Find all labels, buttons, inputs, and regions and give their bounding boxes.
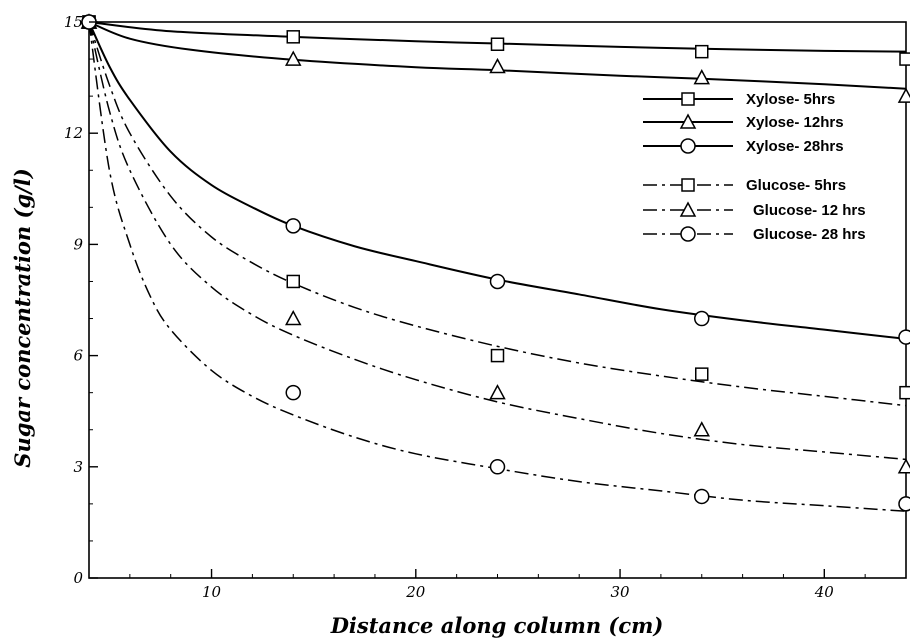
legend-item: Glucose- 5hrs <box>643 177 846 194</box>
legend: Xylose- 5hrs Xylose- 12hrs Xylose- 28hrs Gl… <box>643 91 866 243</box>
legend-item: Xylose- 28hrs <box>643 138 844 155</box>
data-point-5-3 <box>489 384 506 400</box>
data-point-5-5 <box>897 458 910 474</box>
legend-label: Glucose- 28 hrs <box>753 226 866 243</box>
axes: 10 20 30 40 0 3 6 9 12 15 <box>64 13 907 601</box>
series-line-6 <box>88 21 907 513</box>
series-line-4 <box>88 21 907 407</box>
legend-marker <box>681 178 695 192</box>
series-line-3 <box>88 21 907 340</box>
data-point-6-3 <box>489 459 506 475</box>
series-line-2 <box>88 21 907 90</box>
legend-label: Glucose- 12 hrs <box>753 202 866 219</box>
legend-marker <box>679 201 697 217</box>
data-point-3-2 <box>285 218 301 234</box>
data-point-6-5 <box>898 496 910 512</box>
legend-label: Xylose- 12hrs <box>746 114 844 131</box>
legend-label: Xylose- 28hrs <box>746 138 844 155</box>
data-point-3-4 <box>694 310 710 327</box>
y-tick-label: 15 <box>64 13 83 31</box>
data-point-4-4 <box>695 367 709 381</box>
y-axis-title: Sugar concentration (g/l) <box>10 168 35 467</box>
data-point-2-4 <box>693 69 711 85</box>
data-point-4-3 <box>490 348 505 363</box>
legend-marker <box>680 226 696 242</box>
data-point-2-3 <box>489 57 506 74</box>
series-line-5 <box>88 21 907 461</box>
data-point-1-5 <box>899 52 910 66</box>
data-point-6-2 <box>285 384 301 401</box>
data-point-6-4 <box>694 488 710 505</box>
x-tick-label: 30 <box>611 583 631 601</box>
y-tick-label: 6 <box>73 347 83 365</box>
x-axis-title: Distance along column (cm) <box>330 613 664 638</box>
x-tick-label: 10 <box>202 583 222 601</box>
series-curves <box>88 21 907 513</box>
legend-item: Glucose- 12 hrs <box>643 201 866 219</box>
legend-marker <box>680 138 696 154</box>
y-tick-label: 0 <box>73 569 83 587</box>
y-tick-label: 12 <box>64 124 83 142</box>
data-point-5-4 <box>693 421 711 437</box>
legend-marker <box>679 113 697 129</box>
legend-item: Glucose- 28 hrs <box>643 226 866 243</box>
data-point-1-4 <box>695 44 709 59</box>
data-point-4-5 <box>899 385 910 400</box>
legend-item: Xylose- 5hrs <box>643 91 835 108</box>
data-point-1-3 <box>490 37 505 51</box>
data-point-4-2 <box>286 274 300 289</box>
y-tick-label: 9 <box>73 235 83 253</box>
x-tick-label: 40 <box>814 583 835 601</box>
data-point-2-5 <box>897 87 910 103</box>
legend-marker <box>681 92 695 106</box>
y-tick-label: 3 <box>73 458 83 476</box>
data-point-3-3 <box>489 273 506 290</box>
legend-label: Xylose- 5hrs <box>746 91 835 108</box>
data-point-2-2 <box>284 50 302 66</box>
legend-label: Glucose- 5hrs <box>746 177 846 194</box>
data-point-5-2 <box>284 309 302 326</box>
series-markers <box>80 13 910 512</box>
x-tick-label: 20 <box>405 583 426 601</box>
data-point-1-2 <box>286 30 300 44</box>
data-point-3-5 <box>898 329 910 345</box>
legend-item: Xylose- 12hrs <box>643 113 844 131</box>
